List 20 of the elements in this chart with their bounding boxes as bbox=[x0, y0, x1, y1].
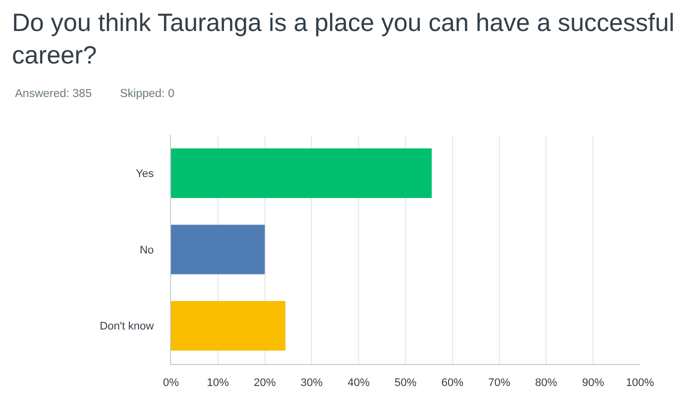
x-tick-label: 80% bbox=[535, 377, 558, 390]
x-tick-label: 100% bbox=[626, 377, 654, 390]
bar bbox=[171, 301, 286, 351]
x-tick-label: 10% bbox=[206, 377, 230, 390]
x-tick-label: 70% bbox=[488, 377, 511, 390]
x-tick-label: 40% bbox=[348, 377, 370, 390]
bar bbox=[171, 224, 265, 274]
x-tick-label: 30% bbox=[300, 377, 323, 390]
text: Skipped: 0 bbox=[120, 88, 174, 100]
x-tick-label: 0% bbox=[163, 377, 180, 390]
x-tick-label: 90% bbox=[582, 377, 604, 390]
y-tick-label: Don't know bbox=[100, 320, 154, 333]
chart-title: Do you think Tauranga is a place you can have a successful career? bbox=[12, 9, 674, 70]
text: Answered: 385 bbox=[15, 88, 92, 100]
bar bbox=[171, 148, 432, 198]
y-tick-label: Yes bbox=[136, 168, 154, 180]
x-tick-label: 60% bbox=[441, 377, 464, 390]
x-tick-label: 50% bbox=[394, 377, 417, 390]
x-tick-label: 20% bbox=[254, 377, 276, 390]
y-tick-label: No bbox=[140, 244, 154, 256]
